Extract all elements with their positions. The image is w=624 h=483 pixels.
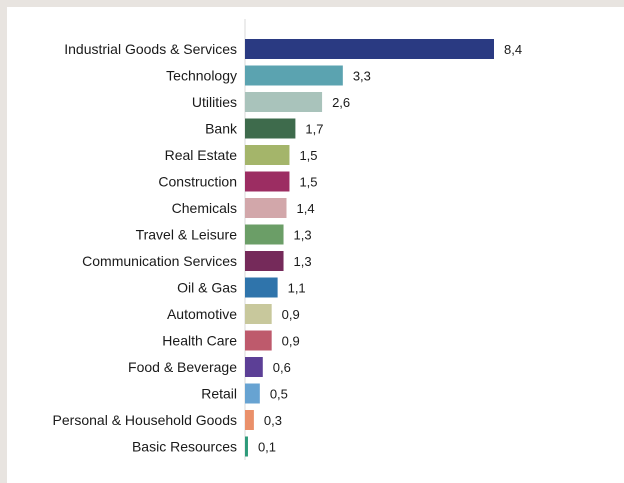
bar [245,304,272,324]
value-label: 1,4 [297,201,315,216]
bar [245,277,278,298]
bar-chart: Industrial Goods & Services 8,4 Technology… [53,19,522,460]
value-label: 1,7 [305,122,323,137]
value-label: 3,3 [353,69,371,84]
value-label: 1,5 [299,175,317,190]
bars: Industrial Goods & Services 8,4 Technology… [53,39,522,457]
category-label: Food & Beverage [128,359,237,375]
value-label: 1,5 [299,148,317,163]
bar [245,171,290,192]
category-label: Automotive [167,306,237,322]
bar [245,92,323,112]
category-label: Retail [201,386,237,402]
value-label: 0,9 [282,307,300,322]
category-label: Construction [158,174,237,190]
bar [245,198,287,218]
value-label: 8,4 [504,42,522,57]
category-label: Technology [166,68,237,84]
value-label: 0,9 [282,334,300,349]
bar [245,118,296,139]
bar [245,436,248,457]
value-label: 0,3 [264,413,282,428]
value-label: 0,1 [258,440,276,455]
bar [245,145,290,165]
category-label: Bank [205,121,238,137]
bar [245,65,343,86]
category-label: Oil & Gas [177,280,237,296]
category-label: Personal & Household Goods [53,412,237,428]
bar [245,330,272,351]
category-label: Industrial Goods & Services [64,41,237,57]
category-label: Real Estate [165,147,238,163]
value-label: 1,3 [294,254,312,269]
bar [245,383,260,404]
category-label: Communication Services [82,253,237,269]
category-label: Utilities [192,94,237,110]
category-label: Chemicals [172,200,237,216]
category-label: Travel & Leisure [136,227,238,243]
value-label: 2,6 [332,95,350,110]
chart-card: Industrial Goods & Services 8,4 Technology… [7,7,624,483]
value-label: 1,1 [288,281,306,296]
bar [245,357,263,377]
bar [245,39,494,59]
value-label: 1,3 [294,228,312,243]
category-label: Health Care [162,333,237,349]
bar [245,251,284,271]
bar [245,410,254,430]
value-label: 0,5 [270,387,288,402]
bar [245,224,284,245]
value-label: 0,6 [273,360,291,375]
category-label: Basic Resources [132,439,237,455]
